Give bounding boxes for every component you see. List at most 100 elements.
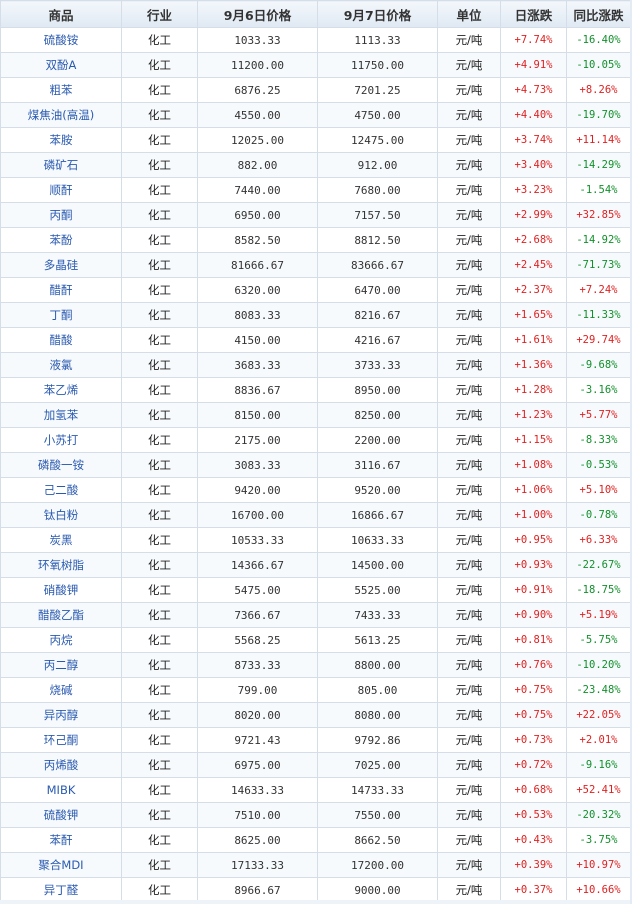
commodity-name-link[interactable]: 磷酸一铵 xyxy=(0,452,122,478)
commodity-name-link[interactable]: 环己酮 xyxy=(0,727,122,753)
daily-change-cell: +1.36% xyxy=(500,352,567,378)
industry-cell: 化工 xyxy=(121,427,198,453)
price-sep7-cell: 7433.33 xyxy=(317,602,438,628)
commodity-name-link[interactable]: 烧碱 xyxy=(0,677,122,703)
commodity-name-link[interactable]: 硫酸钾 xyxy=(0,802,122,828)
yoy-change-cell: +2.01% xyxy=(566,727,631,753)
unit-cell: 元/吨 xyxy=(437,527,501,553)
commodity-name-link[interactable]: MIBK xyxy=(0,777,122,803)
price-sep6-cell: 8150.00 xyxy=(197,402,318,428)
price-sep6-cell: 8733.33 xyxy=(197,652,318,678)
price-sep6-cell: 7510.00 xyxy=(197,802,318,828)
commodity-name-link[interactable]: 丁酮 xyxy=(0,302,122,328)
commodity-name-link[interactable]: 炭黑 xyxy=(0,527,122,553)
price-sep7-cell: 8812.50 xyxy=(317,227,438,253)
industry-cell: 化工 xyxy=(121,777,198,803)
table-row: 丙二醇 化工 8733.33 8800.00 元/吨 +0.76% -10.20% xyxy=(0,652,631,678)
yoy-change-cell: +5.10% xyxy=(566,477,631,503)
commodity-name-link[interactable]: 异丁醛 xyxy=(0,877,122,903)
commodity-name-link[interactable]: 多晶硅 xyxy=(0,252,122,278)
price-sep7-cell: 7201.25 xyxy=(317,77,438,103)
unit-cell: 元/吨 xyxy=(437,727,501,753)
commodity-name-link[interactable]: 己二酸 xyxy=(0,477,122,503)
unit-cell: 元/吨 xyxy=(437,777,501,803)
unit-cell: 元/吨 xyxy=(437,327,501,353)
commodity-name-link[interactable]: 煤焦油(高温) xyxy=(0,102,122,128)
table-row: 硝酸钾 化工 5475.00 5525.00 元/吨 +0.91% -18.75% xyxy=(0,577,631,603)
industry-cell: 化工 xyxy=(121,27,198,53)
commodity-name-link[interactable]: 醋酸乙酯 xyxy=(0,602,122,628)
yoy-change-cell: +32.85% xyxy=(566,202,631,228)
commodity-name-link[interactable]: 丙烷 xyxy=(0,627,122,653)
commodity-name-link[interactable]: 聚合MDI xyxy=(0,852,122,878)
unit-cell: 元/吨 xyxy=(437,452,501,478)
industry-cell: 化工 xyxy=(121,402,198,428)
industry-cell: 化工 xyxy=(121,727,198,753)
commodity-name-link[interactable]: 粗苯 xyxy=(0,77,122,103)
daily-change-cell: +4.91% xyxy=(500,52,567,78)
unit-cell: 元/吨 xyxy=(437,827,501,853)
commodity-name-link[interactable]: 双酚A xyxy=(0,52,122,78)
unit-cell: 元/吨 xyxy=(437,302,501,328)
commodity-name-link[interactable]: 丙二醇 xyxy=(0,652,122,678)
commodity-name-link[interactable]: 小苏打 xyxy=(0,427,122,453)
price-sep6-cell: 14366.67 xyxy=(197,552,318,578)
yoy-change-cell: +22.05% xyxy=(566,702,631,728)
commodity-name-link[interactable]: 苯酚 xyxy=(0,227,122,253)
right-border-strip xyxy=(630,0,632,904)
commodity-name-link[interactable]: 醋酸 xyxy=(0,327,122,353)
commodity-name-link[interactable]: 顺酐 xyxy=(0,177,122,203)
commodity-name-link[interactable]: 液氯 xyxy=(0,352,122,378)
commodity-name-link[interactable]: 钛白粉 xyxy=(0,502,122,528)
commodity-name-link[interactable]: 硝酸钾 xyxy=(0,577,122,603)
price-sep6-cell: 5568.25 xyxy=(197,627,318,653)
commodity-name-link[interactable]: 醋酐 xyxy=(0,277,122,303)
daily-change-cell: +1.23% xyxy=(500,402,567,428)
price-sep7-cell: 14733.33 xyxy=(317,777,438,803)
industry-cell: 化工 xyxy=(121,202,198,228)
table-row: 异丙醇 化工 8020.00 8080.00 元/吨 +0.75% +22.05% xyxy=(0,702,631,728)
table-row: 煤焦油(高温) 化工 4550.00 4750.00 元/吨 +4.40% -19.70% xyxy=(0,102,631,128)
industry-cell: 化工 xyxy=(121,502,198,528)
price-sep7-cell: 3116.67 xyxy=(317,452,438,478)
commodity-name-link[interactable]: 环氧树脂 xyxy=(0,552,122,578)
daily-change-cell: +4.73% xyxy=(500,77,567,103)
table-row: 环氧树脂 化工 14366.67 14500.00 元/吨 +0.93% -22.67% xyxy=(0,552,631,578)
price-sep7-cell: 7680.00 xyxy=(317,177,438,203)
industry-cell: 化工 xyxy=(121,652,198,678)
daily-change-cell: +0.76% xyxy=(500,652,567,678)
price-sep7-cell: 9792.86 xyxy=(317,727,438,753)
table-row: 双酚A 化工 11200.00 11750.00 元/吨 +4.91% -10.05% xyxy=(0,52,631,78)
commodity-name-link[interactable]: 磷矿石 xyxy=(0,152,122,178)
header-yoy-change: 同比涨跌 xyxy=(566,0,631,28)
price-sep7-cell: 2200.00 xyxy=(317,427,438,453)
industry-cell: 化工 xyxy=(121,352,198,378)
price-sep6-cell: 1033.33 xyxy=(197,27,318,53)
commodity-name-link[interactable]: 苯酐 xyxy=(0,827,122,853)
price-sep7-cell: 83666.67 xyxy=(317,252,438,278)
commodity-name-link[interactable]: 苯乙烯 xyxy=(0,377,122,403)
yoy-change-cell: +10.97% xyxy=(566,852,631,878)
daily-change-cell: +3.74% xyxy=(500,127,567,153)
commodity-name-link[interactable]: 异丙醇 xyxy=(0,702,122,728)
price-sep6-cell: 799.00 xyxy=(197,677,318,703)
price-sep6-cell: 9420.00 xyxy=(197,477,318,503)
unit-cell: 元/吨 xyxy=(437,702,501,728)
daily-change-cell: +2.37% xyxy=(500,277,567,303)
commodity-name-link[interactable]: 硫酸铵 xyxy=(0,27,122,53)
price-sep6-cell: 4550.00 xyxy=(197,102,318,128)
commodity-name-link[interactable]: 丙酮 xyxy=(0,202,122,228)
price-sep7-cell: 8800.00 xyxy=(317,652,438,678)
yoy-change-cell: -9.16% xyxy=(566,752,631,778)
daily-change-cell: +3.23% xyxy=(500,177,567,203)
table-row: 硫酸铵 化工 1033.33 1113.33 元/吨 +7.74% -16.40% xyxy=(0,27,631,53)
industry-cell: 化工 xyxy=(121,127,198,153)
table-row: 烧碱 化工 799.00 805.00 元/吨 +0.75% -23.48% xyxy=(0,677,631,703)
commodity-name-link[interactable]: 加氢苯 xyxy=(0,402,122,428)
header-commodity: 商品 xyxy=(0,0,122,28)
yoy-change-cell: -20.32% xyxy=(566,802,631,828)
unit-cell: 元/吨 xyxy=(437,627,501,653)
commodity-name-link[interactable]: 苯胺 xyxy=(0,127,122,153)
commodity-name-link[interactable]: 丙烯酸 xyxy=(0,752,122,778)
